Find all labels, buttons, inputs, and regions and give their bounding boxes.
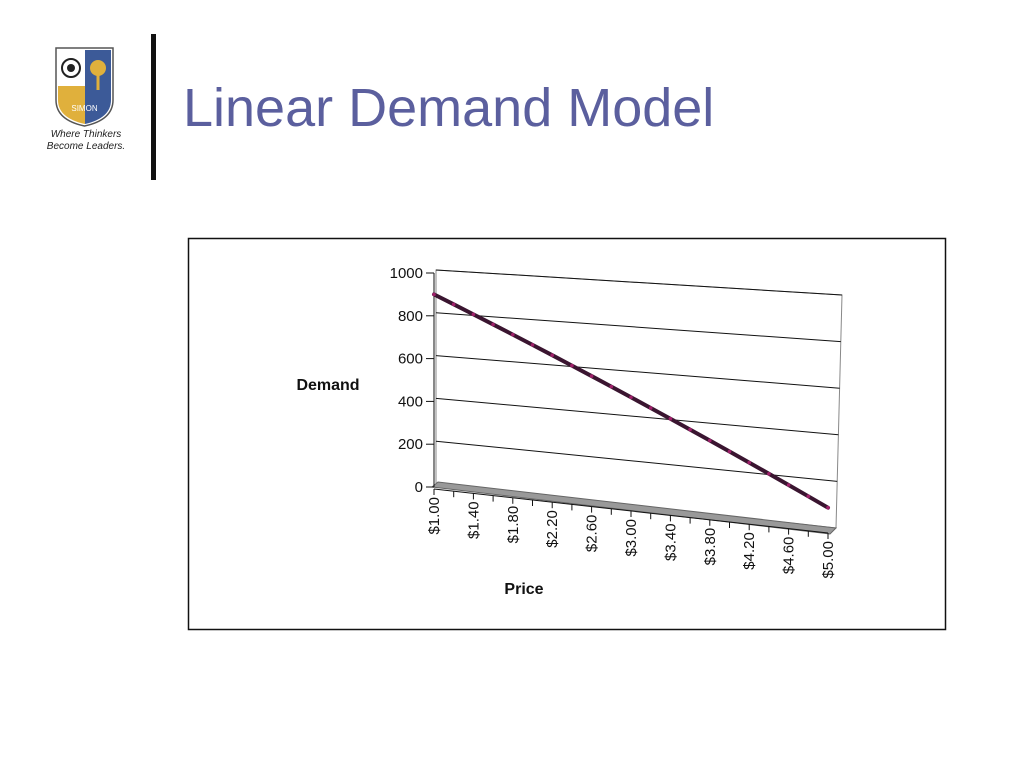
x-tick-label: $2.60 — [584, 515, 601, 553]
data-point — [747, 460, 751, 465]
logo-tagline: Where Thinkers — [51, 129, 122, 140]
data-point — [786, 483, 791, 487]
x-tick-label: $5.00 — [820, 541, 837, 579]
x-tick-label: $1.00 — [426, 497, 443, 535]
data-point — [708, 438, 712, 443]
data-point — [668, 416, 673, 421]
y-tick-label: 600 — [398, 351, 423, 368]
data-point — [570, 363, 574, 368]
data-point — [471, 312, 476, 317]
data-point — [688, 427, 692, 432]
x-tick-label: $1.80 — [505, 506, 522, 544]
y-tick-label: 0 — [415, 479, 423, 496]
y-tick-label: 200 — [398, 436, 423, 453]
x-tick-label: $4.60 — [781, 537, 798, 575]
logo: SIMON Where Thinkers Become Leaders. — [47, 47, 125, 152]
y-axis-title: Demand — [296, 377, 359, 394]
y-tick-label: 400 — [398, 393, 423, 410]
data-point — [767, 471, 771, 476]
data-point — [511, 332, 515, 337]
divider — [151, 34, 156, 180]
y-tick-label: 1000 — [390, 265, 423, 282]
x-tick-label: $3.00 — [623, 519, 640, 557]
x-tick-label: $4.20 — [741, 532, 758, 570]
data-point — [629, 395, 633, 400]
data-point — [648, 406, 653, 410]
data-point — [550, 353, 554, 357]
data-point — [826, 505, 830, 510]
data-point — [491, 322, 495, 327]
data-point — [432, 292, 436, 297]
grid-line — [435, 269, 843, 296]
x-tick-label: $3.80 — [702, 528, 719, 566]
data-point — [806, 494, 811, 499]
slide-title: Linear Demand Model — [183, 78, 714, 138]
grid-line — [435, 312, 841, 343]
logo-emblem: SIMON — [71, 104, 97, 113]
y-tick-label: 800 — [398, 308, 423, 325]
plot: 0 200 400 600 800 1000 $1.00 $1.40 $1.80 $2.20 $2.… — [296, 265, 843, 598]
x-axis-title: Price — [504, 581, 543, 598]
grid-line — [435, 397, 839, 436]
data-point — [530, 343, 535, 347]
logo-tagline: Become Leaders. — [47, 141, 125, 152]
grid-line — [435, 355, 840, 389]
x-tick-label: $2.20 — [544, 510, 561, 548]
data-point — [727, 449, 732, 454]
data-point — [609, 384, 614, 389]
data-point — [451, 302, 456, 307]
data-point — [589, 374, 594, 378]
x-tick-label: $1.40 — [465, 501, 482, 539]
x-tick-label: $3.40 — [662, 523, 679, 561]
